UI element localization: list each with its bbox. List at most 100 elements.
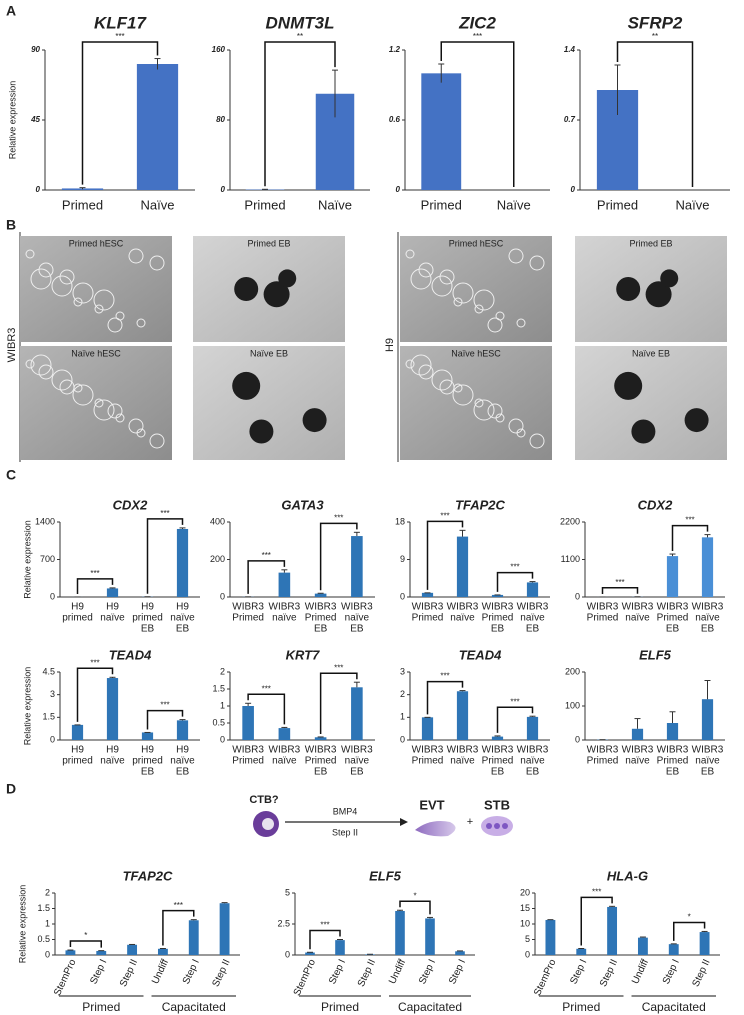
x-tick-label: naïve [695, 613, 720, 624]
x-tick-label: Primed [587, 756, 619, 767]
bar [176, 528, 189, 597]
stb-nucleus [494, 823, 500, 829]
x-tick-label: WIBR3 [232, 602, 264, 613]
chart-title: TEAD4 [109, 647, 152, 662]
bar [242, 706, 254, 740]
cell-cluster [128, 248, 144, 264]
bar [666, 723, 679, 740]
cell-cluster [149, 433, 165, 449]
significance-label: *** [440, 511, 449, 520]
tile-label: Primed hESC [449, 238, 504, 248]
significance-bracket [399, 900, 431, 915]
y-tick-label: 1.5 [42, 712, 55, 722]
cell-cluster [59, 269, 75, 285]
tile-label: Primed hESC [69, 238, 124, 248]
y-tick-label: 5 [525, 934, 530, 944]
cell-cluster [107, 403, 123, 419]
x-tick-label: WIBR3 [587, 602, 619, 613]
bar [455, 951, 465, 955]
significance-label: *** [160, 701, 169, 710]
y-tick-label: 0 [400, 591, 405, 601]
cell-cluster [453, 297, 463, 307]
x-tick-label: EB [491, 624, 505, 635]
tile-label: Naïve hESC [71, 348, 121, 358]
y-tick-label: 2 [220, 666, 225, 676]
bar [631, 728, 644, 740]
y-tick-label: 0 [221, 185, 226, 194]
bar [157, 948, 168, 955]
x-tick-label: EB [491, 767, 505, 778]
y-tick-label: 200 [210, 554, 225, 564]
y-tick-label: 0 [396, 185, 401, 194]
y-tick-label: 1.5 [212, 683, 225, 693]
x-tick-label: primed [132, 613, 163, 624]
significance-label: *** [262, 551, 271, 560]
x-tick-label: EB [141, 624, 155, 635]
x-tick-label: WIBR3 [341, 745, 373, 756]
cell-cluster [431, 275, 453, 297]
significance-label: *** [334, 513, 343, 522]
evt-cell [415, 821, 456, 837]
x-tick-label: EB [666, 767, 680, 778]
cell-cluster [30, 354, 52, 376]
group-label: Primed [82, 1000, 120, 1014]
group-label: Capacitated [642, 1000, 706, 1014]
y-tick-label: 200 [565, 666, 580, 676]
chart-title: HLA-G [607, 868, 648, 883]
stb-nucleus [502, 823, 508, 829]
x-tick-label: naïve [625, 613, 650, 624]
cell-cluster [452, 282, 474, 304]
bar [136, 64, 179, 190]
x-tick-label: WIBR3 [412, 602, 444, 613]
significance-label: *** [90, 569, 99, 578]
y-tick-label: 3 [50, 689, 55, 699]
significance-label: * [688, 913, 691, 922]
significance-label: *** [90, 658, 99, 667]
chart-title: ZIC2 [458, 13, 496, 32]
x-tick-label: H9 [71, 602, 84, 613]
y-tick-label: 18 [395, 516, 405, 526]
significance-bracket [81, 41, 159, 185]
bar [71, 724, 84, 740]
significance-label: * [413, 891, 416, 900]
x-tick-label: Primed [305, 756, 337, 767]
embryoid-body [616, 277, 641, 301]
cell-cluster [431, 369, 453, 391]
bar [96, 950, 107, 955]
x-tick-label: EB [176, 767, 190, 778]
micrograph [193, 346, 345, 460]
y-tick-label: 0 [50, 591, 55, 601]
x-tick-label: WIBR3 [482, 602, 514, 613]
x-tick-label: Primed [412, 756, 444, 767]
x-tick-label: Step I [88, 958, 109, 986]
x-tick-label: WIBR3 [657, 602, 689, 613]
x-tick-label: WIBR3 [305, 602, 337, 613]
y-tick-label: 1 [220, 700, 225, 710]
cell-cluster [487, 403, 503, 419]
chart-title: KRT7 [286, 647, 320, 662]
cell-cluster [516, 318, 526, 328]
x-tick-label: Primed [412, 613, 444, 624]
x-tick-label: Step II [118, 958, 140, 989]
significance-bracket [440, 41, 515, 187]
x-tick-label: Primed [597, 197, 638, 212]
embryoid-body [232, 371, 261, 400]
x-tick-label: Undiff [150, 958, 171, 986]
y-axis-label: Relative expression [22, 667, 32, 746]
y-tick-label: 0 [400, 734, 405, 744]
x-tick-label: naïve [695, 756, 720, 767]
significance-bracket [319, 522, 358, 591]
cell-cluster [72, 282, 94, 304]
x-tick-label: Step II [598, 958, 620, 989]
bar [668, 944, 679, 955]
embryoid-body [278, 269, 297, 288]
y-tick-label: 0 [575, 734, 580, 744]
y-tick-label: 0.5 [212, 717, 225, 727]
cell-cluster [51, 275, 73, 297]
x-tick-label: WIBR3 [622, 602, 654, 613]
embryoid-body [249, 419, 274, 444]
y-tick-label: 1 [400, 712, 405, 722]
tile-label: Primed EB [247, 238, 290, 248]
x-tick-label: H9 [141, 745, 154, 756]
x-tick-label: EB [350, 624, 364, 635]
